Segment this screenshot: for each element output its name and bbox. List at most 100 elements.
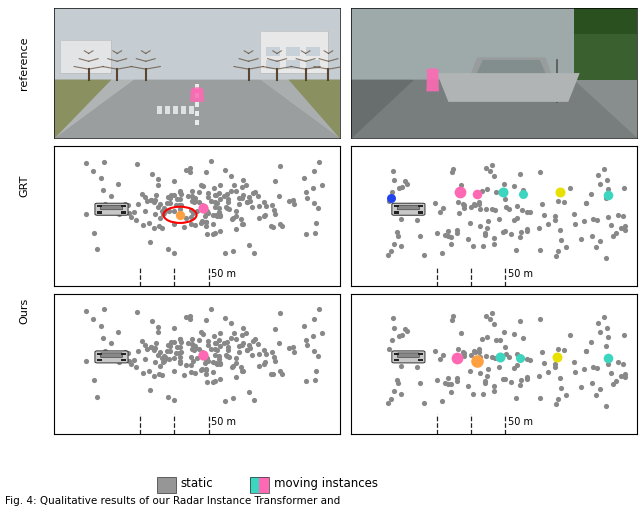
Point xyxy=(188,346,198,354)
Bar xyxy=(165,106,170,114)
Point xyxy=(518,190,528,198)
Point xyxy=(201,208,211,216)
Bar xyxy=(121,353,126,355)
Point xyxy=(385,395,396,403)
Point xyxy=(412,363,422,372)
Point xyxy=(185,164,195,173)
Point xyxy=(98,334,108,342)
Bar xyxy=(285,60,300,69)
Point xyxy=(491,336,501,344)
Point xyxy=(225,334,236,342)
Point xyxy=(169,248,179,257)
Point xyxy=(550,363,560,372)
Point xyxy=(146,196,156,204)
Point xyxy=(194,197,204,206)
Point xyxy=(482,185,492,193)
Point xyxy=(487,205,497,213)
Point xyxy=(550,360,560,368)
Point xyxy=(211,191,221,199)
Point xyxy=(201,370,211,378)
Point xyxy=(196,348,207,356)
Point xyxy=(618,360,628,368)
Point xyxy=(392,228,403,236)
Point xyxy=(522,375,532,383)
Point xyxy=(613,211,623,219)
Point xyxy=(188,194,198,203)
Point xyxy=(209,377,220,385)
Point xyxy=(515,233,525,241)
Point xyxy=(222,338,232,346)
Point xyxy=(187,197,197,206)
Bar xyxy=(418,359,422,361)
Point xyxy=(234,200,244,208)
Point xyxy=(230,334,241,343)
Point xyxy=(489,172,499,180)
Point xyxy=(284,196,294,205)
Point xyxy=(534,224,544,233)
Point xyxy=(95,174,106,182)
Point xyxy=(144,219,154,227)
Point xyxy=(616,224,626,232)
Point xyxy=(254,214,264,222)
Point xyxy=(543,367,554,376)
Point xyxy=(465,351,476,359)
Point xyxy=(88,315,99,323)
Point xyxy=(487,309,497,317)
Point xyxy=(308,315,319,323)
Point xyxy=(458,201,468,209)
Point xyxy=(517,354,527,362)
Point xyxy=(209,184,219,192)
Point xyxy=(211,211,221,219)
Bar xyxy=(97,211,102,214)
Point xyxy=(474,348,484,356)
Point xyxy=(591,390,602,399)
Point xyxy=(481,231,491,239)
Point xyxy=(160,353,170,361)
Point xyxy=(146,343,156,351)
Point xyxy=(477,334,487,343)
Point xyxy=(459,204,469,212)
Bar xyxy=(351,8,637,79)
Point xyxy=(145,386,156,394)
Point xyxy=(451,227,461,235)
Point xyxy=(394,184,404,192)
Point xyxy=(314,305,324,314)
Point xyxy=(415,232,426,240)
Point xyxy=(393,379,403,387)
Point xyxy=(234,194,244,202)
Point xyxy=(474,370,484,378)
Point xyxy=(196,201,207,209)
Point xyxy=(187,334,197,343)
Point xyxy=(620,373,630,381)
Point xyxy=(260,211,270,219)
Point xyxy=(99,158,109,166)
Point xyxy=(126,212,136,220)
Point xyxy=(253,340,264,348)
Point xyxy=(150,344,161,352)
Point xyxy=(120,348,130,356)
Point xyxy=(620,370,630,378)
Point xyxy=(188,198,198,206)
Point xyxy=(606,221,616,229)
Point xyxy=(522,228,532,236)
Point xyxy=(299,174,309,182)
Point xyxy=(396,331,406,339)
Point xyxy=(169,190,179,199)
Point xyxy=(92,245,102,253)
Point xyxy=(412,216,422,224)
Point xyxy=(211,339,221,347)
Text: 50 m: 50 m xyxy=(508,417,533,427)
Point xyxy=(509,182,520,190)
Point xyxy=(576,383,586,391)
Polygon shape xyxy=(574,79,637,138)
Point xyxy=(396,215,406,223)
Point xyxy=(591,243,602,251)
Point xyxy=(598,313,609,321)
Point xyxy=(132,307,142,316)
Point xyxy=(194,345,204,353)
Bar xyxy=(97,353,102,355)
Point xyxy=(177,201,187,209)
Point xyxy=(236,215,246,223)
Point xyxy=(301,230,312,238)
Point xyxy=(481,164,492,172)
